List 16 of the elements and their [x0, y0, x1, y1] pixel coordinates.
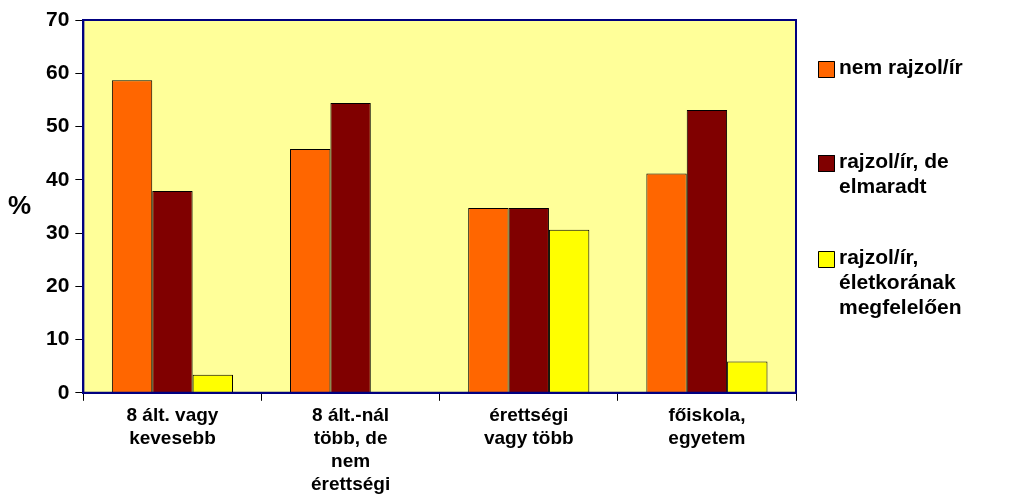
y-tick-label: 60 — [46, 60, 70, 84]
y-tick-label: 50 — [46, 113, 70, 137]
y-tick-label: 0 — [57, 379, 70, 403]
x-tick-label: érettségi vagy több — [483, 404, 574, 449]
x-tick-label: 8 ált. vagy kevesebb — [126, 404, 219, 449]
legend-label: nem rajzol/ír — [839, 55, 963, 79]
legend-label: rajzol/ír, de elmaradt — [839, 149, 949, 198]
y-axis-title: % — [8, 189, 32, 220]
y-tick-label: 10 — [46, 326, 70, 350]
y-tick-label: 20 — [46, 273, 70, 297]
x-tick-label: 8 ált.-nál több, de nem érettségi — [311, 404, 391, 494]
legend-label: rajzol/ír, életkorának megfelelően — [839, 245, 962, 319]
y-tick-label: 70 — [46, 6, 70, 30]
y-tick-label: 30 — [46, 219, 70, 243]
x-tick-label: főiskola, egyetem — [668, 404, 746, 449]
y-tick-label: 40 — [46, 166, 70, 190]
